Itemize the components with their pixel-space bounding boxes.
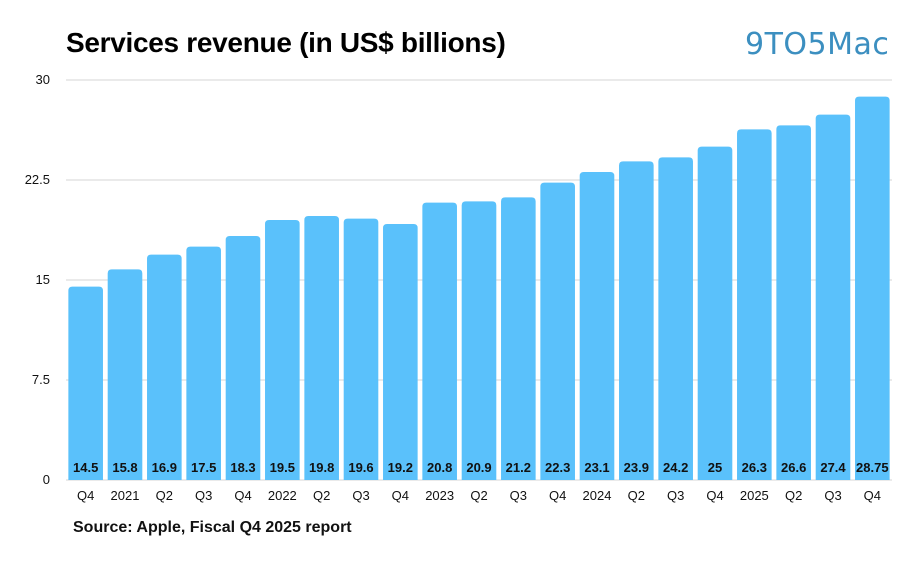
bar xyxy=(422,202,457,480)
bar xyxy=(343,218,379,480)
bar xyxy=(147,254,182,480)
x-tick-label: Q3 xyxy=(510,488,527,503)
bar-value-label: 22.3 xyxy=(545,460,570,475)
y-tick-label: 30 xyxy=(36,72,50,87)
x-tick-label: Q3 xyxy=(667,488,684,503)
bar-value-label: 25 xyxy=(708,460,722,475)
source-note: Source: Apple, Fiscal Q4 2025 report xyxy=(73,519,352,536)
x-tick-label: Q4 xyxy=(706,488,723,503)
x-tick-label: Q4 xyxy=(549,488,566,503)
x-tick-label: Q3 xyxy=(195,488,212,503)
bar-value-label: 20.9 xyxy=(466,460,491,475)
bar-value-label: 21.2 xyxy=(506,460,531,475)
x-tick-label: Q2 xyxy=(628,488,645,503)
chart-title: Services revenue (in US$ billions) xyxy=(66,27,506,58)
bar-value-label: 28.75 xyxy=(856,460,889,475)
x-tick-label: Q4 xyxy=(864,488,881,503)
bar-value-label: 24.2 xyxy=(663,460,688,475)
y-tick-label: 22.5 xyxy=(25,172,50,187)
x-tick-label: Q3 xyxy=(824,488,841,503)
bar-value-label: 16.9 xyxy=(152,460,177,475)
x-tick-label: Q2 xyxy=(785,488,802,503)
bar-value-label: 20.8 xyxy=(427,460,452,475)
bar-value-label: 23.1 xyxy=(584,460,609,475)
bar-value-label: 15.8 xyxy=(112,460,137,475)
bar xyxy=(461,201,497,481)
x-tick-label: 2024 xyxy=(583,488,612,503)
x-tick-label: Q2 xyxy=(156,488,173,503)
bar-value-label: 14.5 xyxy=(73,460,98,475)
bar xyxy=(501,197,536,481)
x-tick-label: Q2 xyxy=(313,488,330,503)
bar-value-label: 19.2 xyxy=(388,460,413,475)
bar-value-label: 19.8 xyxy=(309,460,334,475)
y-tick-label: 7.5 xyxy=(32,372,50,387)
bar-value-label: 19.6 xyxy=(348,460,373,475)
bar xyxy=(265,220,300,480)
bar-value-label: 26.6 xyxy=(781,460,806,475)
x-axis: Q4 2021 Q2 Q3 Q4 2022 Q2 Q3 Q4 2023 Q2 Q3 Q4 2024 Q2 Q3… xyxy=(77,488,881,503)
bar-value-label: 19.5 xyxy=(270,460,295,475)
y-tick-label: 15 xyxy=(36,272,50,287)
y-axis: 0 7.5 15 22.5 30 xyxy=(25,72,50,487)
x-tick-label: Q4 xyxy=(392,488,409,503)
bar xyxy=(697,146,733,480)
x-tick-label: Q4 xyxy=(234,488,251,503)
bar xyxy=(619,161,654,481)
x-tick-label: 2023 xyxy=(425,488,454,503)
bar xyxy=(304,216,339,480)
bar-value-label: 26.3 xyxy=(742,460,767,475)
bar xyxy=(68,286,103,480)
bar-value-label: 27.4 xyxy=(820,460,846,475)
x-tick-label: Q4 xyxy=(77,488,94,503)
bar xyxy=(225,236,261,480)
bar-value-labels: 14.5 15.8 16.9 17.5 18.3 19.5 19.8 19.6 19.2 20.8… xyxy=(73,460,889,475)
bar xyxy=(776,125,811,480)
bar xyxy=(579,172,615,480)
y-tick-label: 0 xyxy=(43,472,50,487)
bar xyxy=(107,269,143,480)
x-tick-label: 2025 xyxy=(740,488,769,503)
bar-value-label: 17.5 xyxy=(191,460,216,475)
x-tick-label: Q3 xyxy=(352,488,369,503)
bar xyxy=(658,157,693,481)
bar xyxy=(186,246,221,480)
bar xyxy=(855,96,890,481)
bar xyxy=(383,224,418,480)
bar xyxy=(737,129,772,481)
x-tick-label: 2022 xyxy=(268,488,297,503)
bar-value-label: 23.9 xyxy=(624,460,649,475)
bar xyxy=(815,114,851,481)
bar-value-label: 18.3 xyxy=(230,460,255,475)
bar xyxy=(540,182,575,480)
x-tick-label: Q2 xyxy=(470,488,487,503)
x-tick-label: 2021 xyxy=(111,488,140,503)
bars xyxy=(68,96,890,481)
brand-logo: 9TO5Mac xyxy=(745,27,890,62)
